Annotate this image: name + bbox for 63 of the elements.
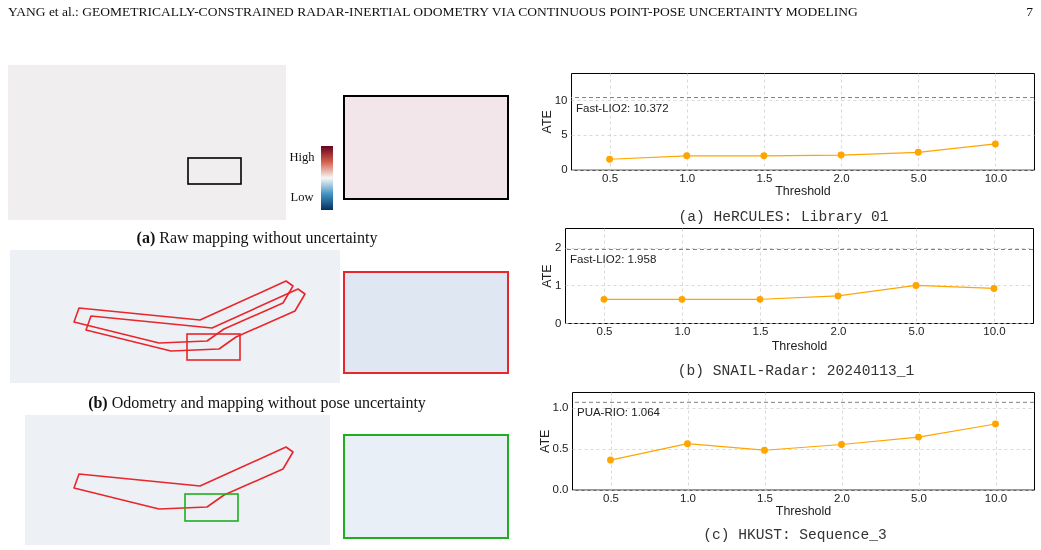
point: [600, 295, 608, 303]
x-tick-label: 2.0: [830, 324, 847, 337]
x-tick-label: 0.5: [601, 171, 618, 184]
ref-line-label: Fast-LIO2: 1.958: [570, 253, 657, 266]
point: [834, 292, 842, 300]
point: [914, 149, 922, 157]
point: [678, 295, 686, 303]
y-axis-title: ATE: [539, 110, 554, 134]
x-tick-label: 2.0: [833, 171, 850, 184]
text: 7: [1026, 4, 1033, 20]
y-tick-label: 2: [555, 241, 562, 254]
point: [837, 440, 845, 448]
text: High: [289, 149, 315, 164]
y-tick-label: 0: [560, 163, 568, 176]
x-tick-label: 5.0: [908, 324, 925, 337]
x-axis-title: Threshold: [771, 338, 828, 353]
text: Low: [290, 189, 314, 204]
point: [991, 420, 999, 428]
text: (b) SNAIL-Radar: 20240113_1: [677, 362, 915, 379]
point: [605, 156, 613, 164]
x-tick-label: 2.0: [833, 491, 850, 504]
point: [682, 152, 690, 160]
point: [756, 295, 764, 303]
text: YANG et al.: GEOMETRICALLY-CONSTRAINED RADAR-INERTIAL ODOMETRY VIA CONTINUOUS POINT-POSE UNCERTAINTY MODELING: [8, 4, 858, 20]
x-tick-label: 0.5: [596, 324, 613, 337]
x-tick-label: 5.0: [910, 171, 927, 184]
y-axis-title: ATE: [537, 429, 552, 453]
x-tick-label: 5.0: [910, 491, 927, 504]
y-tick-label: 1.0: [552, 400, 569, 413]
point: [991, 140, 999, 148]
x-tick-label: 10.0: [984, 171, 1007, 184]
x-tick-label: 1.0: [678, 171, 695, 184]
x-tick-label: 0.5: [602, 491, 619, 504]
x-axis-title: Threshold: [774, 184, 831, 199]
point: [914, 433, 922, 441]
ref-line-label: PUA-RIO: 1.064: [576, 406, 661, 419]
x-tick-label: 1.5: [756, 491, 773, 504]
x-tick-label: 1.0: [674, 324, 691, 337]
point: [760, 446, 768, 454]
x-axis-title: Threshold: [775, 503, 831, 518]
y-tick-label: 1: [555, 278, 562, 291]
text: (b) Odometry and mapping without pose uncertainty: [88, 394, 426, 411]
y-tick-label: 0.5: [552, 441, 569, 454]
text: (c) HKUST: Sequence_3: [702, 526, 887, 543]
text: (a) Raw mapping without uncertainty: [136, 229, 378, 246]
point: [837, 151, 845, 159]
x-tick-label: 1.5: [752, 324, 769, 337]
x-tick-label: 1.0: [679, 491, 696, 504]
x-tick-label: 10.0: [983, 324, 1006, 337]
y-tick-label: 10: [554, 93, 568, 106]
point: [760, 152, 768, 160]
point: [912, 281, 920, 289]
x-tick-label: 1.5: [756, 171, 773, 184]
y-tick-label: 0: [555, 316, 562, 329]
y-axis-title: ATE: [540, 263, 555, 288]
point: [606, 456, 614, 464]
y-tick-label: 5: [560, 128, 568, 141]
ref-line-label: Fast-LIO2: 10.372: [575, 101, 669, 114]
y-tick-label: 0.0: [552, 482, 569, 495]
text: (a) HeRCULES: Library 01: [678, 209, 889, 226]
point: [683, 439, 691, 447]
point: [990, 284, 998, 292]
x-tick-label: 10.0: [984, 491, 1007, 504]
